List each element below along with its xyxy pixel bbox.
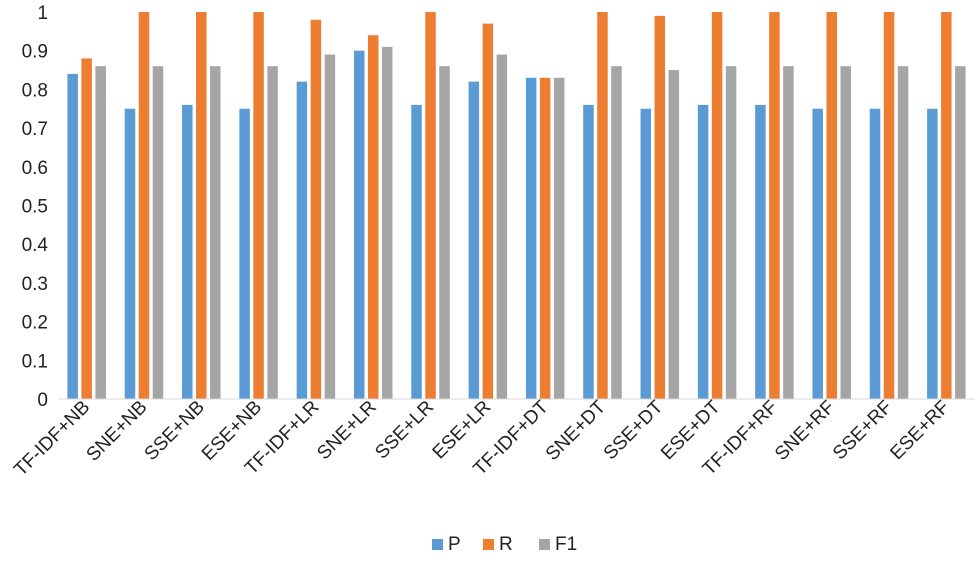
y-tick-label: 1 — [37, 3, 48, 24]
bar-p-ese-rf — [927, 108, 938, 399]
bar-f1-ese-rf — [955, 66, 966, 400]
bar-p-tf-idf-dt — [525, 77, 537, 399]
y-tick-label: 0.5 — [22, 197, 48, 218]
bar-p-sne-rf — [812, 108, 823, 399]
x-tick-label: SNE+DT — [542, 396, 611, 465]
bar-p-ese-lr — [468, 81, 480, 399]
bar-p-tf-idf-rf — [755, 104, 766, 399]
bar-f1-sse-rf — [897, 66, 909, 400]
bar-f1-ese-nb — [267, 66, 278, 400]
bar-f1-tf-idf-dt — [553, 77, 565, 399]
x-tick-label: TF-IDF+NB — [10, 397, 94, 481]
bar-f1-sne-dt — [611, 66, 622, 400]
bar-p-sne-lr — [353, 50, 365, 399]
bar-r-sne-nb — [138, 12, 150, 399]
bar-r-ese-rf — [941, 12, 952, 399]
bar-f1-tf-idf-rf — [783, 66, 794, 400]
legend-label-r: R — [499, 534, 513, 555]
x-axis-ticks: TF-IDF+NBSNE+NBSSE+NBESE+NBTF-IDF+LRSNE+… — [10, 396, 954, 480]
x-tick-label: SNE+LR — [313, 397, 380, 464]
bar-p-sse-lr — [411, 104, 422, 399]
x-tick-label: SSE+NB — [141, 397, 209, 465]
x-tick-label: SSE+DT — [600, 396, 668, 464]
bar-p-tf-idf-nb — [67, 73, 78, 400]
bar-r-sne-rf — [826, 12, 837, 399]
bar-r-ese-dt — [711, 12, 723, 399]
x-tick-label: SSE+RF — [829, 397, 896, 464]
y-tick-label: 0 — [37, 390, 48, 411]
y-tick-label: 0.9 — [22, 42, 48, 63]
bar-r-ese-lr — [482, 23, 494, 400]
bar-r-tf-idf-rf — [769, 12, 780, 399]
bar-p-sne-nb — [124, 108, 136, 399]
y-axis-ticks: 0 0.1 0.2 0.3 0.4 0.5 0.6 0.7 0.8 0.9 1 — [22, 3, 49, 411]
bar-p-ese-dt — [697, 104, 709, 399]
bar-p-sse-rf — [869, 108, 881, 399]
bar-series-group — [67, 12, 966, 400]
bar-f1-tf-idf-nb — [95, 66, 106, 400]
legend-swatch-f1 — [539, 539, 550, 550]
bar-f1-sne-nb — [152, 66, 164, 400]
bar-r-sse-dt — [654, 15, 666, 400]
x-tick-label: ESE+RF — [886, 397, 953, 464]
y-tick-label: 0.6 — [22, 158, 48, 179]
y-tick-label: 0.7 — [22, 119, 48, 140]
legend: P R F1 — [432, 534, 577, 555]
y-tick-label: 0.3 — [22, 274, 48, 295]
bar-r-tf-idf-dt — [539, 77, 551, 399]
legend-label-f1: F1 — [555, 534, 577, 555]
bar-f1-sne-lr — [381, 46, 393, 399]
x-tick-label: SNE+NB — [83, 397, 152, 466]
bar-f1-sse-nb — [210, 66, 221, 400]
bar-p-tf-idf-lr — [296, 81, 308, 399]
bar-f1-ese-dt — [725, 66, 737, 400]
bar-p-sse-nb — [182, 104, 193, 399]
bar-r-tf-idf-nb — [81, 58, 92, 399]
bar-f1-sse-dt — [668, 70, 680, 400]
y-tick-label: 0.8 — [22, 80, 48, 101]
bar-p-ese-nb — [239, 108, 250, 399]
bar-f1-tf-idf-lr — [324, 54, 336, 399]
bar-r-sne-lr — [367, 35, 379, 399]
bar-f1-sne-rf — [840, 66, 851, 400]
bar-r-sse-rf — [883, 12, 895, 399]
bar-f1-ese-lr — [496, 54, 508, 399]
x-tick-label: SSE+LR — [371, 397, 438, 464]
y-tick-label: 0.2 — [22, 313, 48, 334]
bar-p-sse-dt — [640, 108, 652, 399]
bar-r-ese-nb — [253, 12, 264, 399]
bar-p-sne-dt — [583, 104, 594, 399]
bar-r-sse-nb — [196, 12, 207, 399]
legend-swatch-r — [483, 539, 494, 550]
y-tick-label: 0.4 — [22, 235, 49, 256]
bar-r-sse-lr — [425, 12, 436, 399]
bar-r-sne-dt — [597, 12, 608, 399]
legend-label-p: P — [448, 534, 461, 555]
bar-f1-sse-lr — [439, 66, 450, 400]
legend-swatch-p — [432, 539, 443, 550]
x-tick-label: SNE+RF — [771, 397, 839, 465]
y-tick-label: 0.1 — [22, 351, 48, 372]
bar-r-tf-idf-lr — [310, 19, 322, 400]
